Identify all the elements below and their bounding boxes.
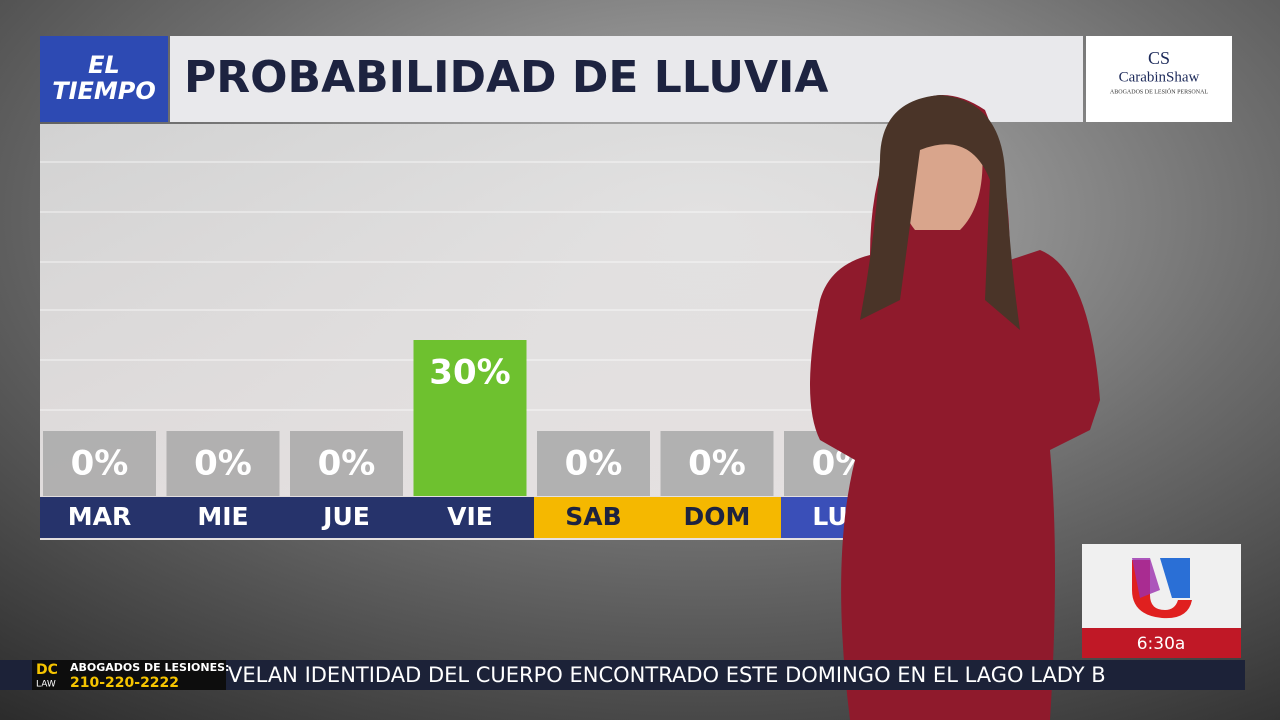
x-tick-label: SAB <box>565 502 621 531</box>
value-label: 0% <box>71 444 129 484</box>
bar <box>413 340 527 496</box>
day-strip <box>40 497 164 538</box>
network-mark <box>1160 558 1190 598</box>
value-label: 0% <box>318 444 376 484</box>
time-bar <box>1082 628 1241 658</box>
day-strip <box>410 497 534 538</box>
day-strip <box>534 497 658 538</box>
time: 6:30a <box>1137 634 1186 654</box>
ticker-ad <box>32 660 226 690</box>
x-tick-label: MIE <box>197 502 248 531</box>
show-logo <box>40 36 168 122</box>
sponsor-box <box>1086 36 1232 122</box>
day-strip <box>287 497 411 538</box>
ad-line1: ABOGADOS DE LESIONES: <box>70 661 229 674</box>
x-tick-label: DOM <box>684 502 751 531</box>
day-strip <box>657 497 781 538</box>
ad-logo-top: DC <box>36 662 58 678</box>
show-line1: EL <box>88 51 120 79</box>
network-mark <box>1132 558 1160 598</box>
bar-plate <box>537 431 650 496</box>
presenter <box>810 95 1100 720</box>
value-label: 0% <box>688 444 746 484</box>
ad-phone: 210-220-2222 <box>70 675 179 691</box>
chart-title: PROBABILIDAD DE LLUVIA <box>184 52 828 103</box>
bar-plate <box>166 431 280 496</box>
value-label: 30% <box>429 353 510 393</box>
x-tick-label: MAR <box>68 502 131 531</box>
x-tick-label: JUE <box>321 502 370 531</box>
ad-logo-bottom: LAW <box>36 680 56 690</box>
day-strip <box>163 497 287 538</box>
sponsor-name: CarabinShaw <box>1119 69 1200 85</box>
value-label: 0% <box>194 444 252 484</box>
bar-plate <box>290 431 403 496</box>
x-tick-label: VIE <box>447 502 493 531</box>
ticker-headline: VELAN IDENTIDAD DEL CUERPO ENCONTRADO ES… <box>228 663 1106 687</box>
sponsor-mark: CS <box>1148 48 1170 68</box>
bar-plate <box>43 431 156 496</box>
show-line2: TIEMPO <box>52 77 156 105</box>
sponsor-tagline: ABOGADOS DE LESIÓN PERSONAL <box>1110 87 1209 95</box>
value-label: 0% <box>565 444 623 484</box>
bar-plate <box>660 431 774 496</box>
